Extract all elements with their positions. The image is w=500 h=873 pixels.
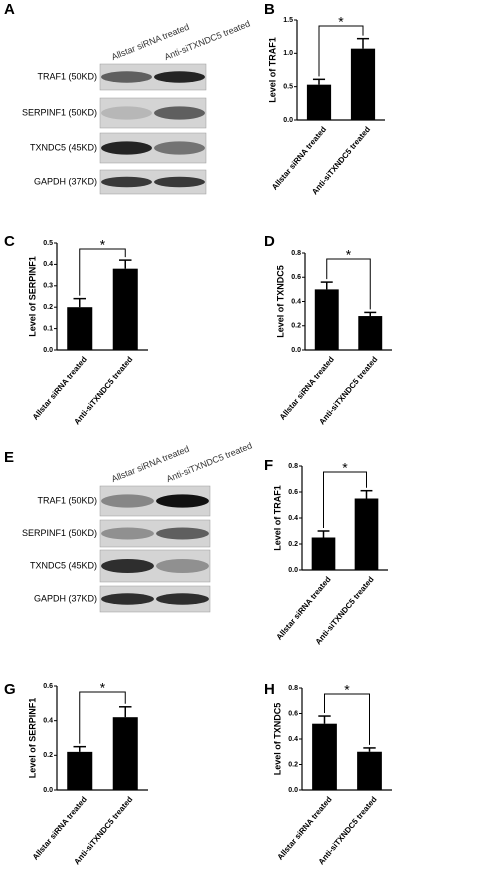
y-tick-label: 0.8 [288,463,298,470]
y-tick-label: 0.5 [43,240,53,247]
significance-bracket [323,471,367,528]
bar [112,268,138,350]
y-tick-label: 0.1 [43,325,53,332]
blot-band [101,558,154,574]
bar [358,316,383,350]
bar [306,84,332,120]
bar [314,289,339,350]
bar [357,751,382,790]
row-label: TXNDC5 (45KD) [30,142,97,152]
y-tick-label: 0.4 [43,718,53,725]
blot-band [101,593,154,605]
y-tick-label: 0.2 [288,761,298,768]
blot-band [101,527,154,540]
bar [350,48,376,120]
bar [67,751,93,790]
y-tick-label: 0.0 [291,347,301,354]
y-tick-label: 0.0 [43,347,53,354]
blot-band [154,106,205,120]
row-label: SERPINF1 (50KD) [22,528,97,538]
blot-band [101,494,154,508]
significance-star: * [346,247,352,263]
y-tick-label: 0.2 [43,752,53,759]
y-tick-label: 0.4 [43,261,53,268]
significance-star: * [338,14,344,30]
blot-band [101,71,152,83]
row-label: TRAF1 (50KD) [37,495,97,505]
y-tick-label: 0.2 [291,323,301,330]
panel-letter: H [264,681,275,698]
significance-star: * [100,680,106,696]
significance-bracket [324,693,370,745]
panel-letter: A [4,1,15,18]
blot-band [156,593,209,605]
significance-bracket [79,691,126,744]
blot-band [101,106,152,120]
y-tick-label: 0.8 [288,685,298,692]
y-tick-label: 0.2 [43,304,53,311]
row-label: GAPDH (37KD) [34,176,97,186]
y-tick-label: 0.6 [288,710,298,717]
significance-bracket [326,258,371,310]
significance-star: * [342,460,348,476]
row-label: TRAF1 (50KD) [37,71,97,81]
y-tick-label: 0.4 [288,736,298,743]
panel-letter: E [4,449,14,466]
row-label: TXNDC5 (45KD) [30,560,97,570]
significance-bracket [318,25,364,77]
bar [354,498,379,570]
blot-band [154,176,205,188]
y-tick-label: 0.0 [288,567,298,574]
significance-star: * [344,682,350,698]
y-tick-label: 1.5 [283,17,293,24]
blot-band [156,558,209,574]
y-tick-label: 0.4 [291,298,301,305]
panel-letter: G [4,681,16,698]
y-tick-label: 0.0 [283,117,293,124]
y-axis-label: Level of TXNDC5 [272,703,282,776]
bar [312,723,337,790]
y-tick-label: 0.6 [288,489,298,496]
blot-band [101,176,152,188]
y-tick-label: 0.2 [288,541,298,548]
y-tick-label: 1.0 [283,50,293,57]
y-axis-label: Level of TRAF1 [272,485,282,551]
row-label: SERPINF1 (50KD) [22,107,97,117]
y-tick-label: 0.0 [288,787,298,794]
bar [67,307,93,350]
y-tick-label: 0.0 [43,787,53,794]
significance-star: * [100,237,106,253]
significance-bracket [79,248,126,296]
y-tick-label: 0.6 [291,274,301,281]
y-axis-label: Level of SERPINF1 [27,698,37,779]
panel-letter: D [264,233,275,250]
bar [112,717,138,790]
blot-band [156,494,209,508]
blot-band [154,141,205,155]
y-tick-label: 0.5 [283,84,293,91]
panel-letter: F [264,457,273,474]
y-axis-label: Level of TXNDC5 [275,265,285,338]
y-tick-label: 0.4 [288,515,298,522]
blot-band [101,141,152,155]
blot-strip [99,485,211,517]
panel-letter: C [4,233,15,250]
row-label: GAPDH (37KD) [34,593,97,603]
panel-letter: B [264,1,275,18]
y-axis-label: Level of TRAF1 [267,37,277,103]
y-tick-label: 0.6 [43,683,53,690]
bar [311,537,336,570]
blot-band [154,71,205,83]
y-tick-label: 0.3 [43,283,53,290]
blot-band [156,527,209,540]
y-tick-label: 0.8 [291,250,301,257]
y-axis-label: Level of SERPINF1 [27,256,37,337]
